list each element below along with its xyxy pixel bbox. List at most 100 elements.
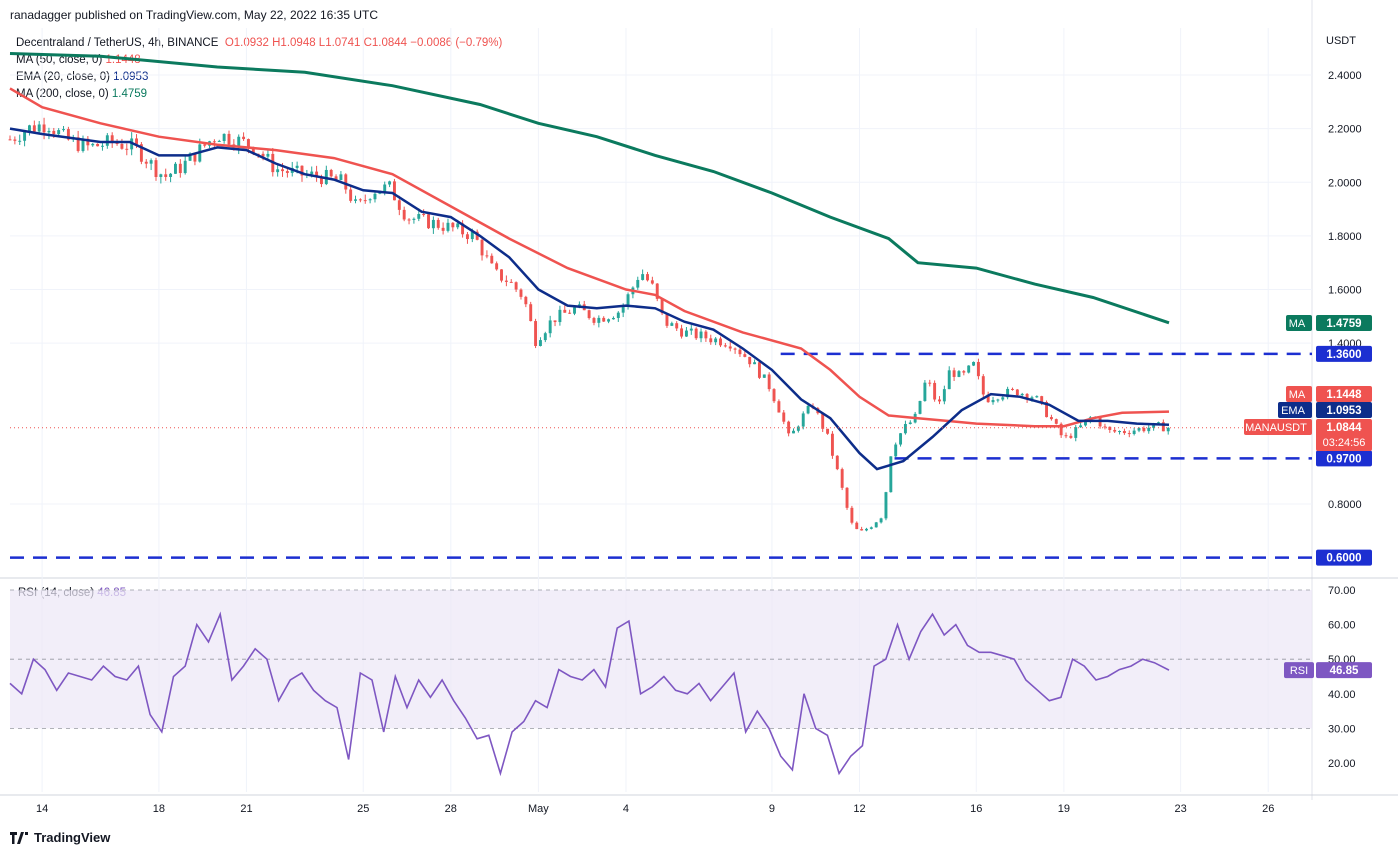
candle-body: [1006, 388, 1010, 398]
candle-body: [217, 140, 221, 142]
candle-body: [772, 389, 776, 402]
candle-body: [500, 269, 503, 281]
price-tick-label: 1.8000: [1328, 231, 1362, 243]
candle-body: [850, 507, 854, 523]
ma200-line[interactable]: [9, 52, 1170, 325]
candle-body: [1030, 397, 1034, 400]
candle-body: [407, 219, 411, 221]
candle-body: [242, 136, 246, 140]
candle-body: [120, 144, 124, 149]
time-tick-label: May: [528, 803, 549, 815]
candle-body: [125, 148, 129, 150]
candle-body: [285, 171, 289, 173]
candle-body: [908, 422, 912, 424]
candle-body: [23, 131, 27, 141]
candle-body: [495, 263, 499, 270]
candle-body: [1059, 423, 1063, 436]
time-tick-label: 12: [853, 803, 865, 815]
candle-body: [154, 160, 158, 177]
candle-body: [967, 365, 971, 373]
candle-body: [796, 426, 800, 431]
time-tick-label: 16: [970, 803, 982, 815]
candle-body: [767, 374, 771, 390]
candle-body: [830, 433, 834, 456]
candle-body: [543, 333, 547, 341]
candle-body: [675, 323, 679, 329]
symbol-name[interactable]: Decentraland / TetherUS, 4h, BINANCE: [16, 37, 219, 49]
price-tick-label: 2.2000: [1328, 124, 1362, 136]
candle-body: [889, 456, 893, 493]
rsi-tick-label: 40.00: [1328, 689, 1356, 701]
candle-body: [918, 400, 922, 414]
ma50-line[interactable]: [9, 87, 1170, 428]
chart-legend: Decentraland / TetherUS, 4h, BINANCE O1.…: [16, 35, 502, 103]
ema20-line[interactable]: [9, 127, 1170, 471]
candle-body: [981, 376, 985, 395]
candle-body: [183, 160, 187, 174]
candle-body: [169, 173, 173, 177]
candle-body: [1157, 422, 1160, 424]
candle-body: [246, 139, 250, 148]
candle-body: [441, 227, 445, 231]
candle-body: [616, 312, 620, 318]
candle-body: [996, 399, 1000, 401]
candle-body: [684, 330, 688, 337]
candle-body: [427, 214, 430, 229]
candle-body: [665, 313, 669, 326]
price-tag-name: MA: [1289, 318, 1306, 330]
candle-body: [373, 193, 377, 200]
candle-body: [801, 413, 805, 427]
price-tick-label: 0.8000: [1328, 499, 1362, 511]
candle-body: [319, 177, 323, 185]
price-tag-value: 1.0844: [1326, 422, 1362, 434]
candle-body: [568, 312, 572, 314]
candle-body: [480, 239, 484, 256]
candle-body: [865, 528, 868, 531]
candle-body: [714, 338, 718, 343]
candle-body: [81, 138, 85, 151]
level-tag-text: 0.6000: [1326, 553, 1361, 565]
rsi-tick-label: 20.00: [1328, 758, 1356, 770]
candle-body: [548, 320, 552, 334]
tradingview-logo[interactable]: TradingView: [10, 830, 110, 845]
level-tag-1.3600: [1316, 345, 1372, 362]
rsi-tag-box: [1316, 662, 1372, 679]
candle-body: [874, 522, 878, 528]
ema20-legend[interactable]: EMA (20, close, 0) 1.0953: [16, 69, 502, 86]
candle-body: [821, 413, 825, 429]
candle-body: [1049, 417, 1053, 420]
candle-body: [1132, 430, 1136, 434]
candle-body: [529, 304, 533, 322]
candle-body: [300, 165, 304, 176]
candle-body: [962, 371, 966, 373]
rsi-line[interactable]: [9, 611, 1170, 777]
candle-body: [738, 349, 742, 355]
candle-body: [8, 139, 12, 141]
candle-body: [855, 522, 859, 530]
candle-body: [42, 124, 46, 133]
rsi-tick-label: 30.00: [1328, 723, 1356, 735]
candle-body: [456, 223, 460, 228]
candle-body: [753, 362, 757, 365]
candle-body: [159, 174, 163, 177]
candle-body: [1142, 427, 1146, 432]
candle-body: [470, 231, 474, 240]
ma200-legend[interactable]: MA (200, close, 0) 1.4759: [16, 86, 502, 103]
candle-body: [1001, 397, 1005, 400]
rsi-tick-label: 60.00: [1328, 620, 1356, 632]
candle-body: [490, 255, 494, 264]
candle-body: [509, 281, 513, 283]
candle-body: [47, 130, 51, 133]
time-tick-label: 9: [769, 803, 775, 815]
candle-body: [806, 405, 810, 414]
candle-body: [465, 234, 469, 240]
countdown-label: 03:24:56: [1323, 437, 1366, 449]
candle-body: [344, 174, 348, 190]
level-tag-0.9700: [1316, 450, 1372, 467]
candle-body: [597, 317, 601, 323]
candle-body: [709, 338, 713, 343]
candle-body: [787, 421, 791, 434]
candle-body: [519, 289, 523, 297]
ema20-value: 1.0953: [113, 71, 149, 83]
